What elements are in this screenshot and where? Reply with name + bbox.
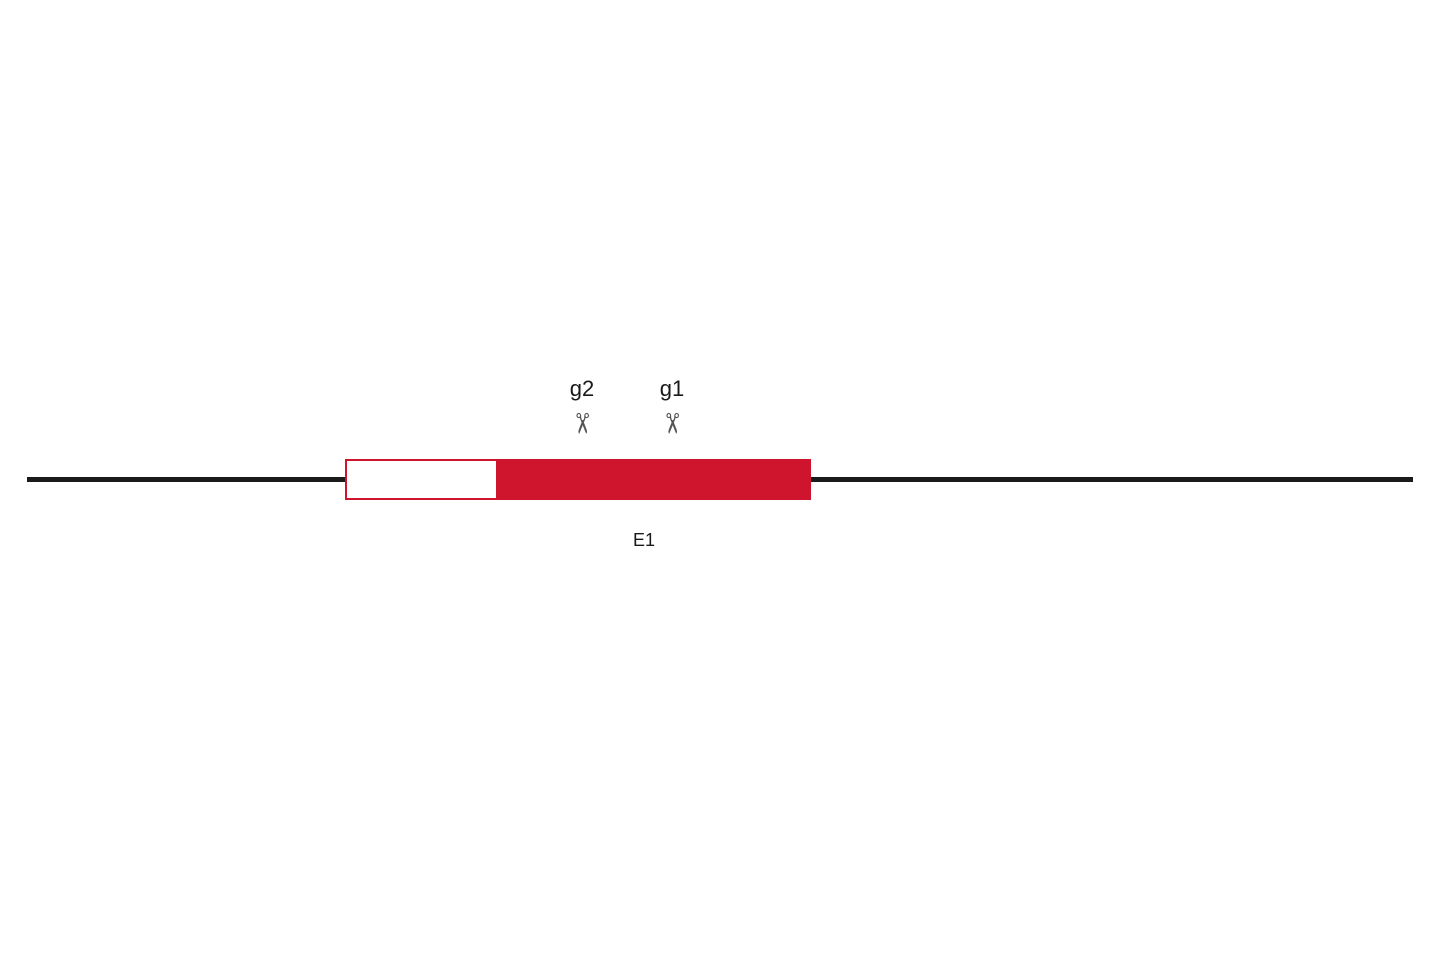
scissors-icon: ✂: [656, 412, 689, 435]
exon-label: E1: [633, 530, 655, 551]
guide-label-g1: g1: [660, 376, 684, 402]
scissors-icon: ✂: [566, 412, 599, 435]
exon-cds-box: [498, 459, 811, 500]
exon-utr-box: [345, 459, 498, 500]
gene-diagram: E1 g2 ✂ g1 ✂: [0, 0, 1440, 960]
guide-label-g2: g2: [570, 376, 594, 402]
